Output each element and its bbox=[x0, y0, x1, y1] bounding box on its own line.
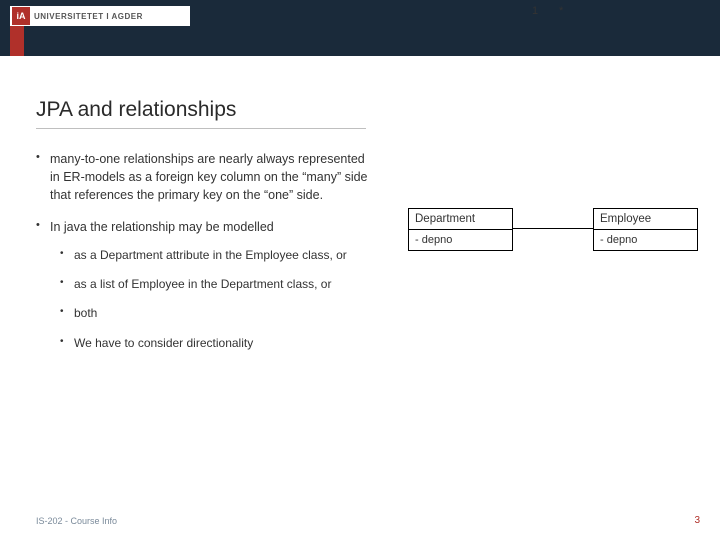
entity-employee-name: Employee bbox=[594, 209, 697, 230]
logo-mark-text: iA bbox=[17, 11, 26, 21]
entity-employee: Employee - depno bbox=[593, 208, 698, 251]
logo: iA UNIVERSITETET I AGDER bbox=[10, 6, 190, 26]
slide: iA UNIVERSITETET I AGDER JPA and relatio… bbox=[0, 0, 720, 540]
sub-bullet-3: both bbox=[60, 305, 376, 322]
cardinality-one: 1 bbox=[532, 5, 538, 17]
accent-bar bbox=[10, 26, 24, 56]
cardinality-many: * bbox=[559, 5, 563, 17]
relationship-line bbox=[513, 228, 593, 229]
entity-employee-attr: - depno bbox=[594, 230, 697, 250]
title-underline bbox=[36, 128, 366, 129]
entity-department: Department - depno bbox=[408, 208, 513, 251]
logo-mark-icon: iA bbox=[12, 7, 30, 25]
footer-page-number: 3 bbox=[694, 515, 700, 526]
footer-course-info: IS-202 - Course Info bbox=[36, 516, 117, 526]
sub-bullet-2: as a list of Employee in the Department … bbox=[60, 276, 376, 293]
bullet-list: many-to-one relationships are nearly alw… bbox=[36, 150, 376, 352]
sub-bullet-1: as a Department attribute in the Employe… bbox=[60, 247, 376, 264]
content-area: many-to-one relationships are nearly alw… bbox=[36, 150, 376, 366]
sub-list: as a Department attribute in the Employe… bbox=[60, 247, 376, 353]
bullet-2-text: In java the relationship may be modelled bbox=[50, 220, 274, 234]
page-title: JPA and relationships bbox=[36, 98, 236, 122]
bullet-2: In java the relationship may be modelled… bbox=[36, 218, 376, 352]
entity-department-name: Department bbox=[409, 209, 512, 230]
bullet-1: many-to-one relationships are nearly alw… bbox=[36, 150, 376, 204]
er-diagram: Department - depno Employee - depno bbox=[408, 208, 698, 278]
logo-text: UNIVERSITETET I AGDER bbox=[34, 12, 143, 21]
sub-bullet-4: We have to consider directionality bbox=[60, 335, 376, 352]
entity-department-attr: - depno bbox=[409, 230, 512, 250]
